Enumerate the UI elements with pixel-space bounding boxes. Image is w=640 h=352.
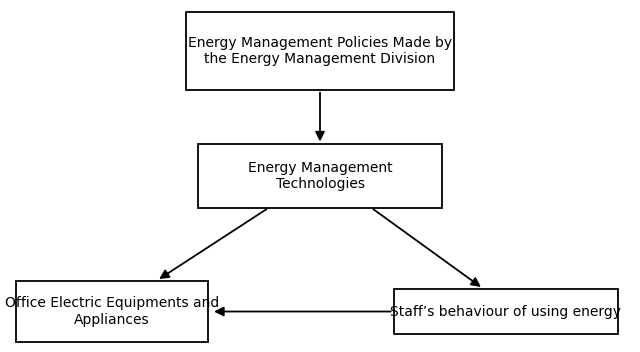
FancyBboxPatch shape <box>186 12 454 90</box>
Text: Energy Management Policies Made by
the Energy Management Division: Energy Management Policies Made by the E… <box>188 36 452 66</box>
FancyBboxPatch shape <box>16 281 208 342</box>
Text: Energy Management
Technologies: Energy Management Technologies <box>248 161 392 191</box>
Text: Office Electric Equipments and
Appliances: Office Electric Equipments and Appliance… <box>5 296 219 327</box>
Text: Staff’s behaviour of using energy: Staff’s behaviour of using energy <box>390 304 621 319</box>
FancyBboxPatch shape <box>198 144 442 208</box>
FancyBboxPatch shape <box>394 289 618 334</box>
